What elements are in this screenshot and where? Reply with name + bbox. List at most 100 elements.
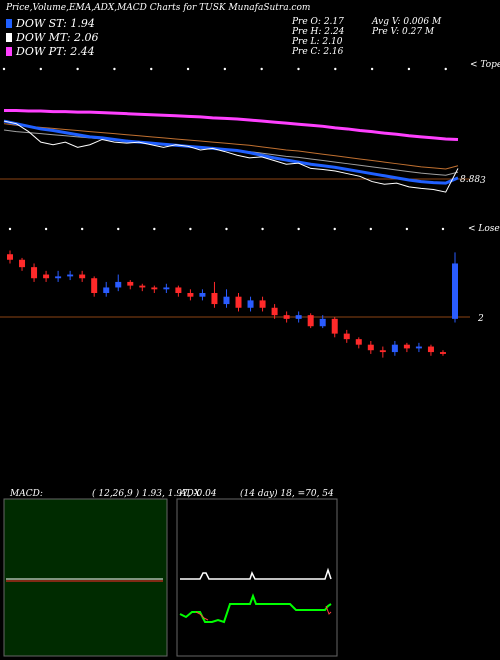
ema-marker-dot xyxy=(260,67,263,71)
candle-body xyxy=(235,296,242,308)
legend-item-dow-pt: DOW PT: 2.44 xyxy=(6,45,95,58)
adx-panel xyxy=(176,498,338,657)
ema-line-dow-pt xyxy=(4,109,459,141)
candle-body xyxy=(103,287,110,293)
candle-body xyxy=(139,285,146,288)
ema-side-label: 3 xyxy=(480,176,486,186)
price-marker-dot xyxy=(44,227,48,231)
ema-line-close xyxy=(3,120,459,193)
macd-panel xyxy=(3,498,168,657)
legend-item-dow-mt: DOW MT: 2.06 xyxy=(6,31,99,44)
price-marker-dot xyxy=(405,227,409,231)
price-marker-dot xyxy=(369,227,373,231)
candle-body xyxy=(367,344,374,351)
candle-body xyxy=(331,318,338,334)
candle-body xyxy=(67,274,74,277)
stat-low: Pre L: 2.10 xyxy=(292,37,343,47)
candle-body xyxy=(319,318,326,327)
stat-close: Pre C: 2.16 xyxy=(292,47,344,57)
legend-label-pt: DOW PT: 2.44 xyxy=(16,45,95,58)
candle-body xyxy=(115,281,122,288)
candle-body xyxy=(283,315,290,319)
candle-body xyxy=(211,293,218,305)
ema-panel xyxy=(0,67,470,193)
ema-marker-dot xyxy=(76,67,79,71)
candle-body xyxy=(199,293,206,297)
chart-title: Price,Volume,EMA,ADX,MACD Charts for TUS… xyxy=(6,3,311,13)
candle-body xyxy=(259,300,266,308)
stat-avg-volume: Avg V: 0.006 M xyxy=(372,17,442,27)
legend-item-dow-st: DOW ST: 1.94 xyxy=(6,17,95,30)
price-marker-dot xyxy=(153,227,156,231)
stat-open: Pre O: 2.17 xyxy=(292,17,344,27)
macd-background xyxy=(3,498,168,657)
legend-label-mt: DOW MT: 2.06 xyxy=(16,31,99,44)
price-marker-dot xyxy=(261,227,264,231)
candle-body xyxy=(7,254,13,260)
ema-line-band xyxy=(3,129,459,176)
candle-body xyxy=(163,287,170,290)
candle-body xyxy=(19,259,26,268)
candle-body xyxy=(343,333,350,340)
ema-marker-dot xyxy=(444,67,447,71)
ema-marker-dot xyxy=(2,67,6,71)
price-side-label: 2 xyxy=(478,314,484,324)
ema-line-dow-mt xyxy=(3,123,459,170)
candle-body xyxy=(439,352,446,354)
legend-swatch-pt xyxy=(6,47,12,56)
price-panel xyxy=(0,227,470,358)
adx-minus-di-line xyxy=(195,611,209,621)
ema-marker-dot xyxy=(334,67,337,71)
ema-line-dow-st xyxy=(3,119,459,185)
price-marker-dot xyxy=(333,227,336,231)
ema-corner-label: < Tope xyxy=(470,60,500,70)
ema-marker-dot xyxy=(150,67,153,71)
legend-swatch-st xyxy=(6,19,12,28)
candle-body xyxy=(175,287,182,293)
adx-values: (14 day) 18, =70, 54 xyxy=(240,489,334,499)
adx-background xyxy=(176,498,338,657)
candle-body xyxy=(307,315,314,327)
ema-marker-dot xyxy=(370,67,374,71)
candle-body xyxy=(223,296,230,305)
legend-label-st: DOW ST: 1.94 xyxy=(16,17,95,30)
price-marker-dot xyxy=(441,227,445,231)
ema-marker-dot xyxy=(39,67,43,71)
candle-body xyxy=(379,350,386,353)
adx-line xyxy=(179,593,332,624)
price-marker-dot xyxy=(297,227,300,231)
candle-body xyxy=(355,339,362,345)
price-marker-dot xyxy=(80,227,84,231)
candle-body xyxy=(271,307,278,316)
candle-body xyxy=(391,344,398,353)
candle-body xyxy=(427,346,434,353)
candle-body xyxy=(187,293,194,297)
candle-body xyxy=(91,278,98,293)
candle-body xyxy=(415,346,422,349)
price-marker-dot xyxy=(189,227,192,231)
candle-body xyxy=(452,263,458,319)
candle-body xyxy=(403,344,410,349)
adx-label: ADX xyxy=(180,489,201,499)
ema-marker-dot xyxy=(223,67,227,71)
candle-body xyxy=(247,300,254,308)
adx-plus-di-line xyxy=(180,567,332,580)
price-corner-label: < Losen xyxy=(468,224,500,234)
price-marker-dot xyxy=(8,227,12,231)
ema-marker-dot xyxy=(186,67,190,71)
macd-label: MACD: xyxy=(10,489,43,499)
macd-values: ( 12,26,9 ) 1.93, 1.97, -0.04 xyxy=(92,489,217,499)
candle-body xyxy=(31,267,38,279)
ema-price-label: 8.88 xyxy=(460,175,481,185)
price-marker-dot xyxy=(117,227,120,231)
ema-marker-dot xyxy=(113,67,116,71)
candle-body xyxy=(55,276,62,279)
candle-body xyxy=(151,287,158,290)
ema-marker-dot xyxy=(407,67,411,71)
candle-body xyxy=(79,274,86,279)
price-marker-dot xyxy=(225,227,228,231)
candle-body xyxy=(43,274,50,279)
legend-swatch-mt xyxy=(6,33,12,42)
stat-high: Pre H: 2.24 xyxy=(292,27,345,37)
